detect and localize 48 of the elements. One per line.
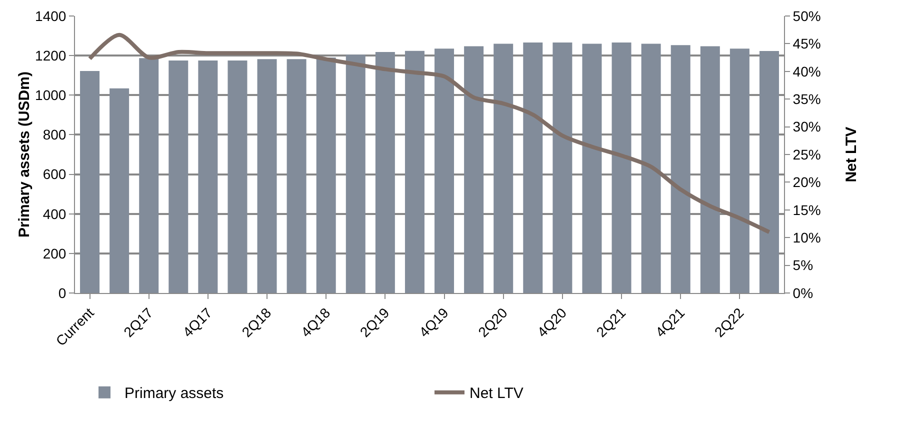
y2-tick-label: 0%: [792, 284, 814, 301]
y2-tick-label: 50%: [792, 8, 821, 24]
y-axis-title: Primary assets (USDm): [16, 72, 34, 238]
y2-tick-label: 35%: [792, 91, 821, 107]
y2-tick-label: 25%: [792, 146, 821, 162]
bar: [346, 54, 366, 293]
y-tick-label: 400: [42, 206, 66, 222]
bar: [759, 51, 779, 293]
legend-label: Net LTV: [470, 385, 524, 402]
bar: [612, 42, 632, 293]
bar: [670, 45, 690, 293]
bar: [641, 44, 661, 293]
bar: [434, 48, 454, 293]
bar: [80, 71, 100, 293]
bar: [198, 60, 218, 293]
legend-label: Primary assets: [124, 385, 224, 402]
y-tick-label: 0: [58, 284, 66, 301]
y-tick-label: 1200: [35, 47, 66, 64]
y-tick-label: 800: [42, 126, 66, 143]
bar: [286, 59, 306, 293]
bar: [139, 58, 159, 293]
line-series: [88, 32, 772, 234]
y-tick-label: 600: [42, 166, 66, 182]
y-tick-label: 200: [42, 245, 66, 262]
y2-tick-label: 5%: [792, 257, 814, 274]
y2-tick-label: 15%: [792, 202, 821, 218]
y-tick-label: 1000: [35, 87, 66, 104]
bar: [523, 42, 543, 293]
bar: [552, 42, 572, 293]
bar: [316, 58, 336, 293]
bar: [404, 50, 424, 293]
y2-tick-label: 20%: [792, 174, 821, 190]
bar: [582, 44, 602, 293]
bar: [730, 48, 750, 293]
y2-tick-label: 30%: [792, 118, 821, 135]
y2-tick-label: 40%: [792, 63, 821, 80]
bar: [257, 59, 277, 293]
y2-axis-title: Net LTV: [842, 126, 860, 182]
y2-tick-label: 45%: [792, 36, 821, 52]
bar: [464, 46, 484, 293]
bar: [700, 46, 720, 293]
bar: [110, 88, 130, 293]
y2-tick-label: 10%: [792, 230, 821, 246]
bar: [494, 44, 514, 293]
bar: [375, 52, 395, 293]
bar: [168, 60, 188, 293]
bar: [228, 60, 248, 293]
y-tick-label: 1400: [35, 8, 66, 24]
